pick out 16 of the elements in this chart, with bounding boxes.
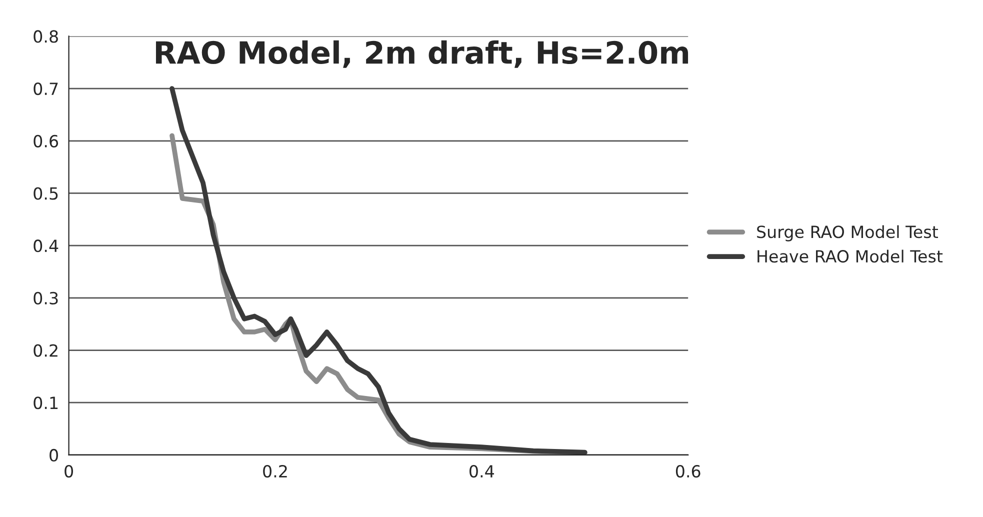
legend-label: Surge RAO Model Test bbox=[757, 225, 938, 242]
y-tick-label: 0.4 bbox=[34, 240, 58, 252]
x-tick-label: 0.4 bbox=[470, 464, 494, 478]
y-tick-label: 0.8 bbox=[34, 30, 58, 43]
chart-title: RAO Model, 2m draft, Hs=2.0m bbox=[156, 40, 688, 68]
y-tick-label: 0.7 bbox=[34, 82, 58, 96]
x-tick-label: 0 bbox=[64, 464, 74, 478]
y-tick-label: 0.3 bbox=[34, 292, 58, 304]
y-tick-label: 0.2 bbox=[34, 344, 58, 357]
y-tick-label: 0.6 bbox=[34, 134, 58, 148]
x-tick-label: 0.6 bbox=[676, 464, 700, 478]
y-tick-label: 0.1 bbox=[34, 396, 58, 410]
y-tick-label: 0 bbox=[50, 448, 58, 462]
x-tick-label: 0.2 bbox=[263, 464, 287, 478]
y-tick-label: 0.5 bbox=[34, 187, 58, 200]
legend-label: Heave RAO Model Test bbox=[758, 250, 943, 263]
